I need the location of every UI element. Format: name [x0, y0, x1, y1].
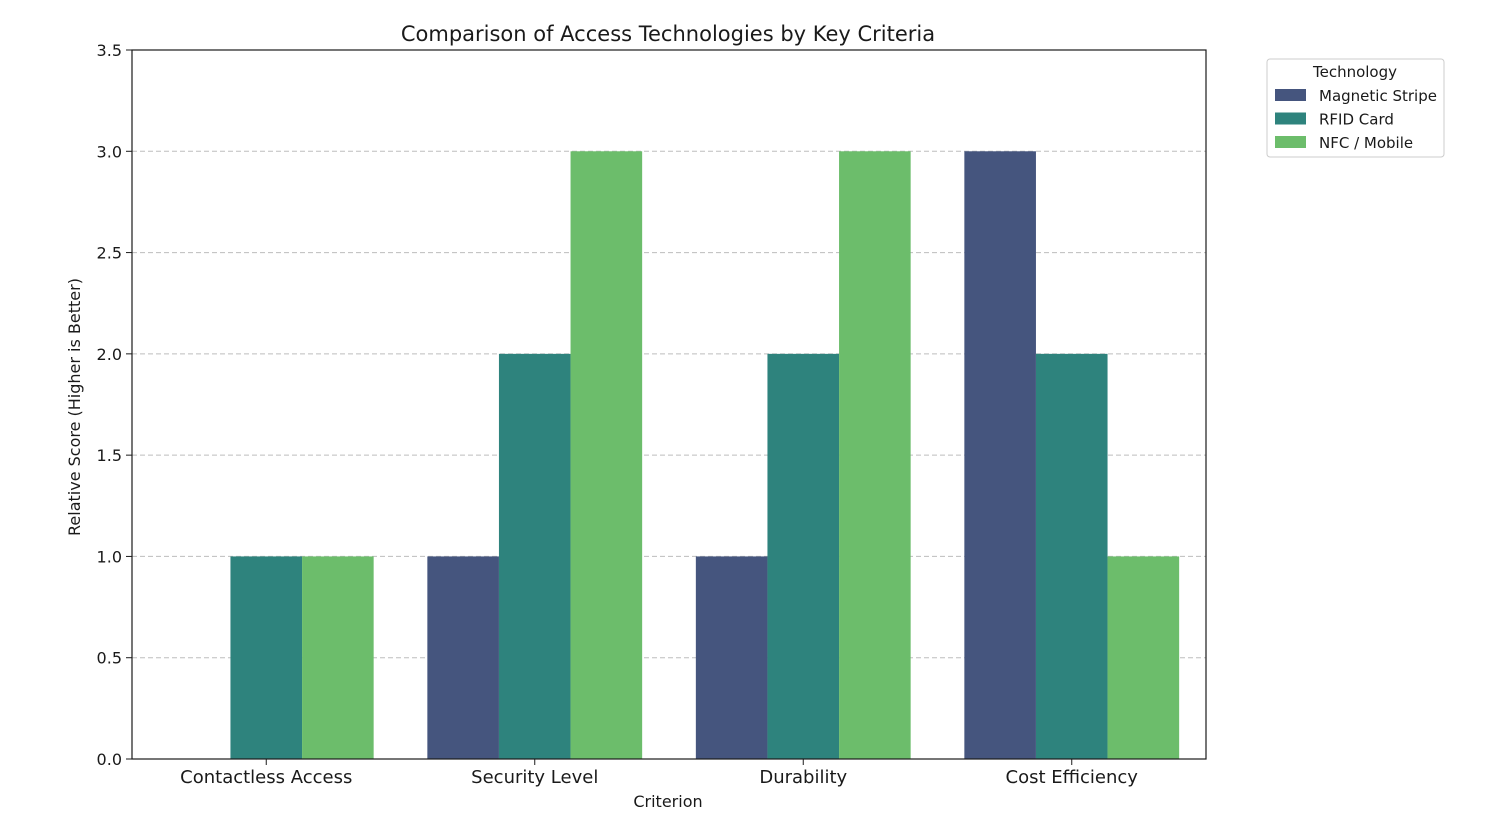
x-tick-label: Security Level — [471, 767, 598, 788]
legend-swatch — [1275, 112, 1306, 125]
y-axis-ticks: 0.0 0.5 1.0 1.5 2.0 2.5 3.0 3.5 — [97, 41, 132, 769]
chart-title: Comparison of Access Technologies by Key… — [401, 22, 935, 46]
legend-box — [1266, 58, 1445, 158]
y-tick-label: 1.0 — [97, 547, 122, 566]
bar-nfc-mobile-3 — [1107, 556, 1180, 759]
legend-swatch — [1275, 136, 1306, 148]
legend-label: Magnetic Stripe — [1319, 87, 1437, 105]
x-tick-label: Cost Efficiency — [1006, 767, 1139, 788]
legend-label: NFC / Mobile — [1319, 134, 1413, 152]
bars — [230, 151, 1180, 760]
y-tick-label: 2.5 — [97, 244, 122, 263]
y-tick-label: 0.5 — [97, 649, 122, 668]
x-tick-label: Durability — [759, 767, 847, 788]
bar-magnetic-stripe-1 — [427, 556, 499, 759]
bar-nfc-mobile-0 — [302, 556, 374, 759]
legend-label: RFID Card — [1319, 111, 1394, 129]
x-tick-label: Contactless Access — [180, 767, 352, 788]
bar-magnetic-stripe-3 — [964, 151, 1036, 760]
y-tick-label: 0.0 — [97, 750, 122, 769]
bar-nfc-mobile-1 — [570, 151, 643, 760]
bar-rfid-card-1 — [498, 353, 571, 759]
y-tick-label: 3.5 — [97, 41, 122, 60]
y-tick-label: 1.5 — [97, 446, 122, 465]
y-tick-label: 2.0 — [97, 345, 122, 364]
bar-rfid-card-2 — [767, 353, 840, 759]
y-axis-label: Relative Score (Higher is Better) — [65, 278, 84, 536]
bar-rfid-card-3 — [1035, 353, 1108, 759]
legend: Technology Magnetic Stripe RFID Card NFC /… — [1266, 58, 1445, 158]
bar-rfid-card-0 — [230, 556, 303, 759]
legend-items: Magnetic Stripe RFID Card NFC / Mobile — [1275, 87, 1437, 152]
plot-frame — [131, 49, 1207, 760]
legend-swatch — [1275, 89, 1306, 101]
y-tick-label: 3.0 — [97, 142, 122, 161]
bar-magnetic-stripe-2 — [695, 556, 768, 759]
x-axis-ticks: Contactless Access Security Level Durabili… — [180, 759, 1138, 788]
bar-nfc-mobile-2 — [839, 151, 911, 760]
legend-title: Technology — [1312, 63, 1397, 81]
x-axis-label: Criterion — [633, 792, 702, 811]
